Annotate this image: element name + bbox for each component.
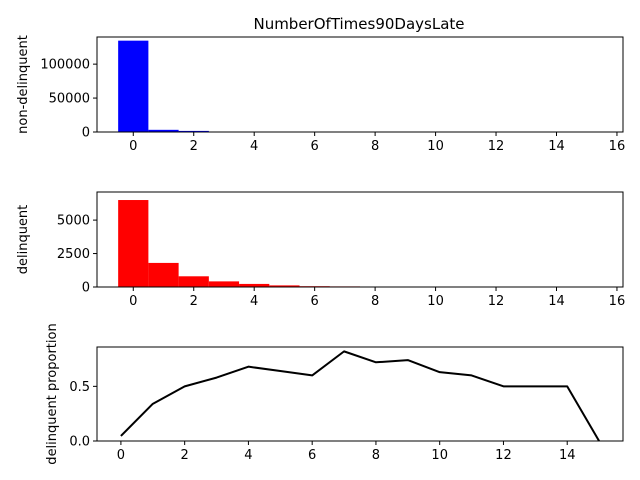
x-tick-label: 10 <box>427 294 444 309</box>
axes-frame <box>96 191 624 288</box>
proportion-line <box>120 350 600 442</box>
bar-4 <box>239 283 270 287</box>
bar-5 <box>269 285 300 287</box>
x-tick-label: 16 <box>609 139 626 154</box>
y-tick-label: 50000 <box>49 92 90 107</box>
x-tick-label: 2 <box>181 448 189 463</box>
x-tick-label: 12 <box>488 294 505 309</box>
x-tick-label: 4 <box>250 139 258 154</box>
axes-frame <box>96 346 624 442</box>
chart-title: NumberOfTimes90DaysLate <box>253 15 464 33</box>
x-tick-label: 12 <box>495 448 512 463</box>
y-tick-label: 0 <box>82 126 90 141</box>
y-axis-label: delinquent proportion <box>45 323 60 464</box>
x-tick-label: 14 <box>548 139 565 154</box>
x-tick-label: 6 <box>311 139 319 154</box>
y-axis-label: delinquent <box>16 205 31 275</box>
y-axis-label: non-delinquent <box>16 35 31 134</box>
bar-1 <box>148 129 179 132</box>
axes-frame <box>96 36 624 133</box>
x-tick-label: 14 <box>548 294 565 309</box>
non-delinquent-histogram: 0 2 4 6 8 10 12 14 16 0 50000 100000 non-delinquent <box>16 35 625 154</box>
x-tick-label: 14 <box>559 448 576 463</box>
y-tick-label: 0 <box>82 281 90 296</box>
y-tick-label: 0.5 <box>69 380 90 395</box>
x-tick-label: 8 <box>372 448 380 463</box>
y-tick-label: 2500 <box>57 247 90 262</box>
x-tick-label: 6 <box>308 448 316 463</box>
bar-3 <box>208 281 240 287</box>
bar-2 <box>178 130 209 132</box>
x-tick-label: 2 <box>190 294 198 309</box>
x-tick-label: 16 <box>609 294 626 309</box>
x-tick-label: 4 <box>244 448 252 463</box>
x-tick-label: 4 <box>250 294 258 309</box>
x-tick-label: 10 <box>431 448 448 463</box>
bar-0 <box>118 200 149 287</box>
x-tick-label: 0 <box>117 448 125 463</box>
x-tick-label: 8 <box>371 294 379 309</box>
x-tick-label: 2 <box>190 139 198 154</box>
x-tick-label: 10 <box>427 139 444 154</box>
bar-0 <box>118 40 149 132</box>
delinquent-histogram: 0 2 4 6 8 10 12 14 16 0 2500 5000 delinquent <box>16 191 626 309</box>
x-tick-label: 8 <box>371 139 379 154</box>
delinquent-proportion-line-chart: 0 2 4 6 8 10 12 14 0.0 0.5 delinquent proportion <box>45 323 624 465</box>
y-tick-label: 100000 <box>40 58 90 73</box>
x-tick-label: 12 <box>488 139 505 154</box>
x-tick-label: 0 <box>129 294 137 309</box>
y-tick-label: 5000 <box>57 214 90 229</box>
y-tick-label: 0.0 <box>69 435 90 450</box>
bar-1 <box>148 262 179 287</box>
x-tick-label: 6 <box>311 294 319 309</box>
x-tick-label: 0 <box>129 139 137 154</box>
bar-2 <box>178 276 209 287</box>
